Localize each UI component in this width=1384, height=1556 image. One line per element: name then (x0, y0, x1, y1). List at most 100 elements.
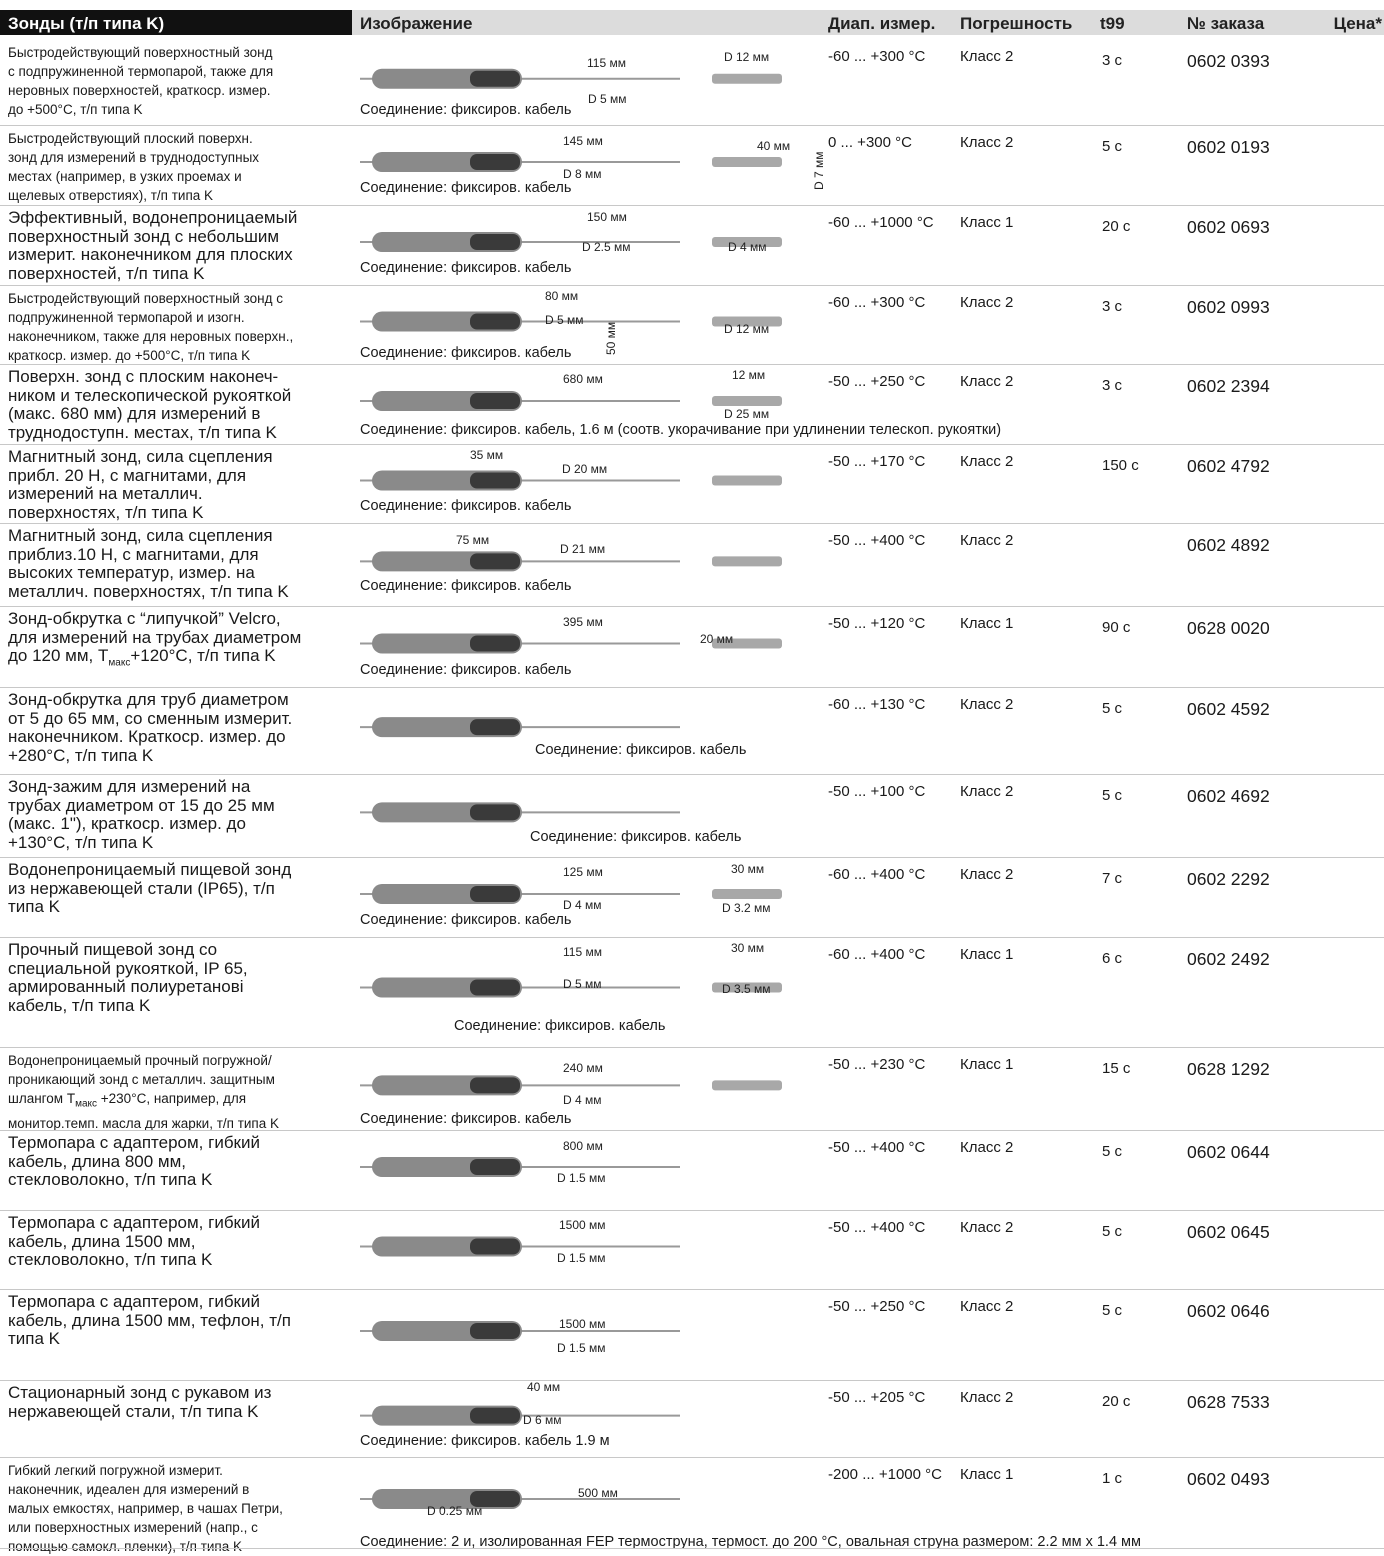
probe-image (470, 472, 520, 489)
probe-image (470, 979, 520, 996)
connection: Соединение: фиксиров. кабель (360, 498, 572, 514)
description-line: Водонепроницаемый пищевой зонд (8, 860, 292, 879)
description-line: высоких температур, измер. на (8, 563, 255, 582)
probe-image (712, 475, 782, 486)
description-line: Гибкий легкий погружной измерит. (8, 1463, 223, 1478)
dimension-label: 150 мм (587, 210, 627, 224)
accuracy: Класс 2 (960, 866, 1014, 883)
connection: Соединение: фиксиров. кабель (360, 662, 572, 678)
description-line: Прочный пищевой зонд со (8, 940, 218, 959)
subscript: макс (75, 1098, 98, 1110)
description-line: поверхностный зонд с небольшим (8, 226, 280, 246)
accuracy: Класс 2 (960, 373, 1014, 390)
t99: 15 с (1102, 1060, 1131, 1077)
accuracy: Класс 2 (960, 783, 1014, 800)
description-line: ником и телескопической рукояткой (8, 385, 292, 405)
accuracy: Класс 2 (960, 696, 1014, 713)
t99: 5 с (1102, 138, 1123, 155)
description-line: армированный полиуретанові (8, 977, 244, 996)
subscript: макс (108, 657, 131, 669)
row-separator (0, 285, 1384, 286)
description-line: Магнитный зонд, сила сцепления (8, 447, 273, 466)
accuracy: Класс 1 (960, 214, 1014, 231)
description: Термопара с адаптером, гибкий кабель, дли… (8, 1292, 291, 1349)
probe-image (712, 889, 782, 899)
description: Эффективный, водонепроницаемый поверхност… (8, 208, 297, 283)
dimension-label: D 6 мм (523, 1413, 562, 1427)
t99: 20 с (1102, 1393, 1131, 1410)
probe-image (470, 1077, 520, 1094)
probe-image (470, 70, 520, 87)
description: Быстродействующий поверхностный зонд с по… (8, 43, 273, 119)
description-line: с подпружиненной термопарой, также для (8, 64, 274, 79)
range: -60 ... +400 °C (828, 946, 926, 963)
dimension-label: 125 мм (563, 865, 603, 879)
t99: 5 с (1102, 1302, 1123, 1319)
description-line: неровных поверхностей, краткоср. измер. (8, 83, 271, 98)
range: -50 ... +250 °C (828, 373, 926, 390)
range: -50 ... +170 °C (828, 453, 926, 470)
order-number: 0602 4792 (1187, 456, 1270, 476)
t99: 5 с (1102, 787, 1123, 804)
description-line: поверхностях, т/п типа K (8, 502, 204, 522)
accuracy: Класс 2 (960, 48, 1014, 65)
dimension-label: 1500 мм (559, 1218, 606, 1232)
header-bar (0, 10, 352, 35)
t99: 5 с (1102, 1143, 1123, 1160)
probe-image (470, 1238, 520, 1255)
accuracy: Класс 2 (960, 1139, 1014, 1156)
description-line: от 5 до 65 мм, со сменным измерит. (8, 708, 293, 728)
accuracy: Класс 2 (960, 532, 1014, 549)
description: Быстродействующий плоский поверхн. зонд д… (8, 129, 259, 205)
description-line: до +500°С, т/п типа K (8, 102, 143, 117)
t99: 90 с (1102, 619, 1131, 636)
t99: 20 с (1102, 218, 1131, 235)
header-cell: t99 (1100, 14, 1125, 33)
row-separator (0, 1210, 1384, 1211)
probe-image (712, 1080, 782, 1091)
description-line: зонд для измерений в труднодоступных (8, 150, 260, 165)
description-line: наконечником, также для неровных поверхн… (8, 329, 294, 344)
description-line: поверхностей, т/п типа K (8, 263, 205, 283)
row-separator (0, 364, 1384, 365)
description: Стационарный зонд с рукавом из нержавеюще… (8, 1383, 271, 1421)
description-line: металлич. поверхностях, т/п типа K (8, 581, 289, 601)
description-line: типа K (8, 897, 61, 916)
dimension-label: 800 мм (563, 1139, 603, 1153)
description-line: типа K (8, 1329, 61, 1348)
dimension-label: D 3.5 мм (722, 982, 771, 996)
probe-image (470, 313, 520, 330)
dimension-label: 145 мм (563, 134, 603, 148)
dimension-label: D 12 мм (724, 322, 770, 336)
accuracy: Класс 2 (960, 1389, 1014, 1406)
order-number: 0602 0693 (1187, 217, 1270, 237)
probe-image (470, 635, 520, 652)
dimension-label: D 0.25 мм (427, 1504, 483, 1518)
dimension-label: 115 мм (587, 56, 626, 70)
order-number: 0602 2394 (1187, 376, 1270, 396)
probe-image (470, 719, 520, 736)
connection: Соединение: фиксиров. кабель, 1.6 м (соо… (360, 422, 1002, 438)
accuracy: Класс 1 (960, 946, 1014, 963)
description-line: специальной рукояткой, IP 65, (8, 958, 248, 978)
range: -60 ... +130 °C (828, 696, 926, 713)
dimension-label: D 20 мм (562, 462, 608, 476)
description-line: измерит. наконечником для плоских (8, 245, 293, 264)
probe-image (712, 396, 782, 406)
dimension-label: D 4 мм (563, 1093, 602, 1107)
row-separator (0, 1047, 1384, 1048)
header-cell: Диап. измер. (828, 14, 936, 33)
description-line: +280°С, т/п типа K (8, 745, 154, 765)
range: -50 ... +400 °C (828, 532, 926, 549)
row-separator (0, 774, 1384, 775)
connection: Соединение: фиксиров. кабель (360, 102, 572, 118)
description-line: +130°С, т/п типа K (8, 832, 154, 852)
description-line: монитор.темп. масла для жарки, т/п типа … (8, 1115, 279, 1131)
description-line: наконечником. Краткоср. измер. до (8, 727, 286, 746)
header-cell: Цена* (1333, 14, 1382, 33)
dimension-label: 240 мм (563, 1061, 603, 1075)
description-line: местах (например, в узких проемах и (8, 169, 242, 184)
dimension-label: 12 мм (732, 368, 766, 382)
description: Водонепроницаемый прочный погружной/прон… (8, 1051, 279, 1133)
